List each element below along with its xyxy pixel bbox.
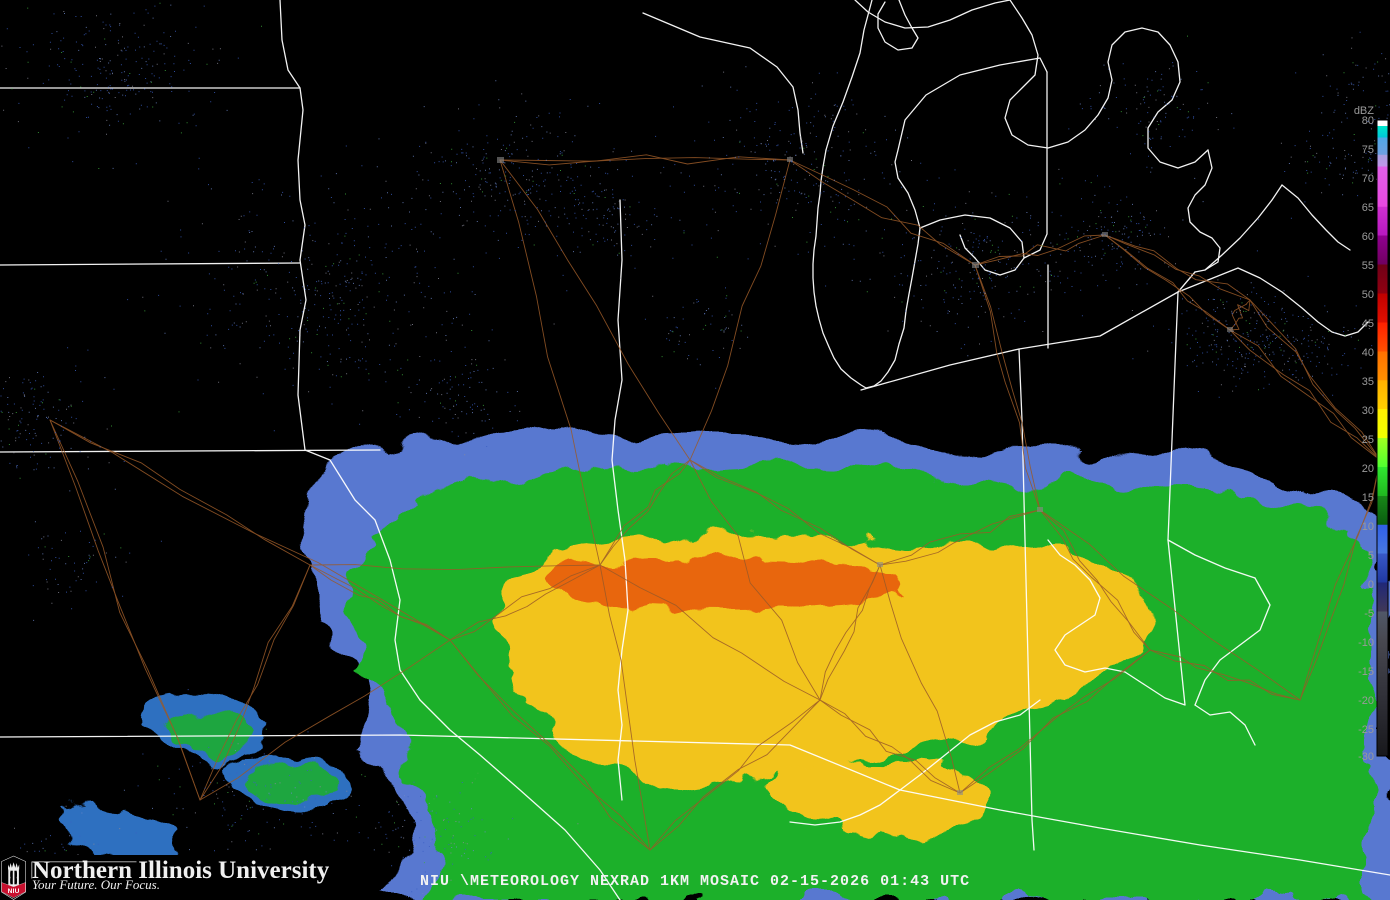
svg-text:NIU \METEOROLOGY NEXRAD 1KM MO: NIU \METEOROLOGY NEXRAD 1KM MOSAIC 02-15…	[420, 873, 970, 890]
